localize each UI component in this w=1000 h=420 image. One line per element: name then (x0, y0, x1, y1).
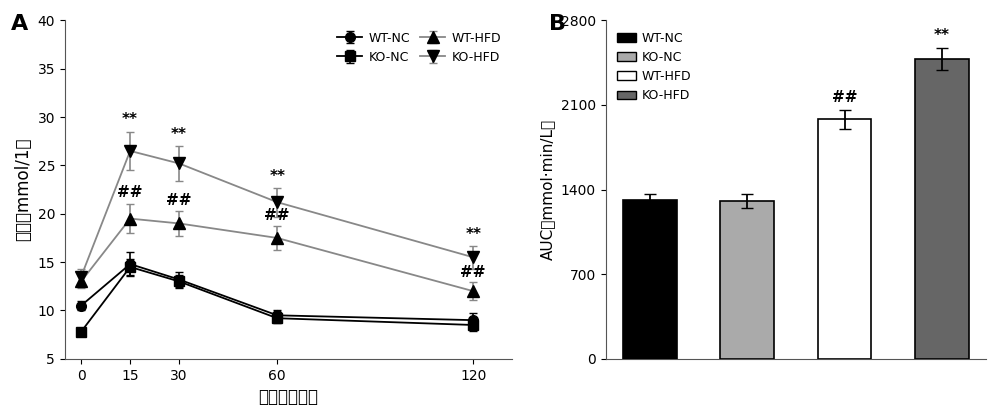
Text: **: ** (934, 28, 950, 43)
Text: **: ** (171, 127, 187, 142)
Y-axis label: 血糖（mmol/1）: 血糖（mmol/1） (14, 138, 32, 242)
Text: B: B (549, 13, 566, 34)
Text: **: ** (122, 112, 138, 127)
Bar (623, 200, 677, 359)
Text: **: ** (465, 227, 481, 242)
Text: ##: ## (460, 265, 486, 280)
Text: **: ** (269, 169, 285, 184)
Text: A: A (11, 13, 28, 34)
Text: ##: ## (264, 208, 290, 223)
Text: ##: ## (117, 185, 143, 200)
Bar (915, 59, 969, 359)
X-axis label: 时间（分钟）: 时间（分钟） (259, 388, 319, 406)
Y-axis label: AUC（mmol·min/L）: AUC（mmol·min/L） (540, 119, 555, 260)
Text: ##: ## (832, 90, 857, 105)
Legend: WT-NC, KO-NC, WT-HFD, KO-HFD: WT-NC, KO-NC, WT-HFD, KO-HFD (612, 26, 696, 108)
Text: ##: ## (166, 193, 192, 208)
Bar (818, 119, 871, 359)
Legend: WT-NC, KO-NC, WT-HFD, KO-HFD: WT-NC, KO-NC, WT-HFD, KO-HFD (332, 26, 506, 69)
Bar (720, 201, 774, 359)
